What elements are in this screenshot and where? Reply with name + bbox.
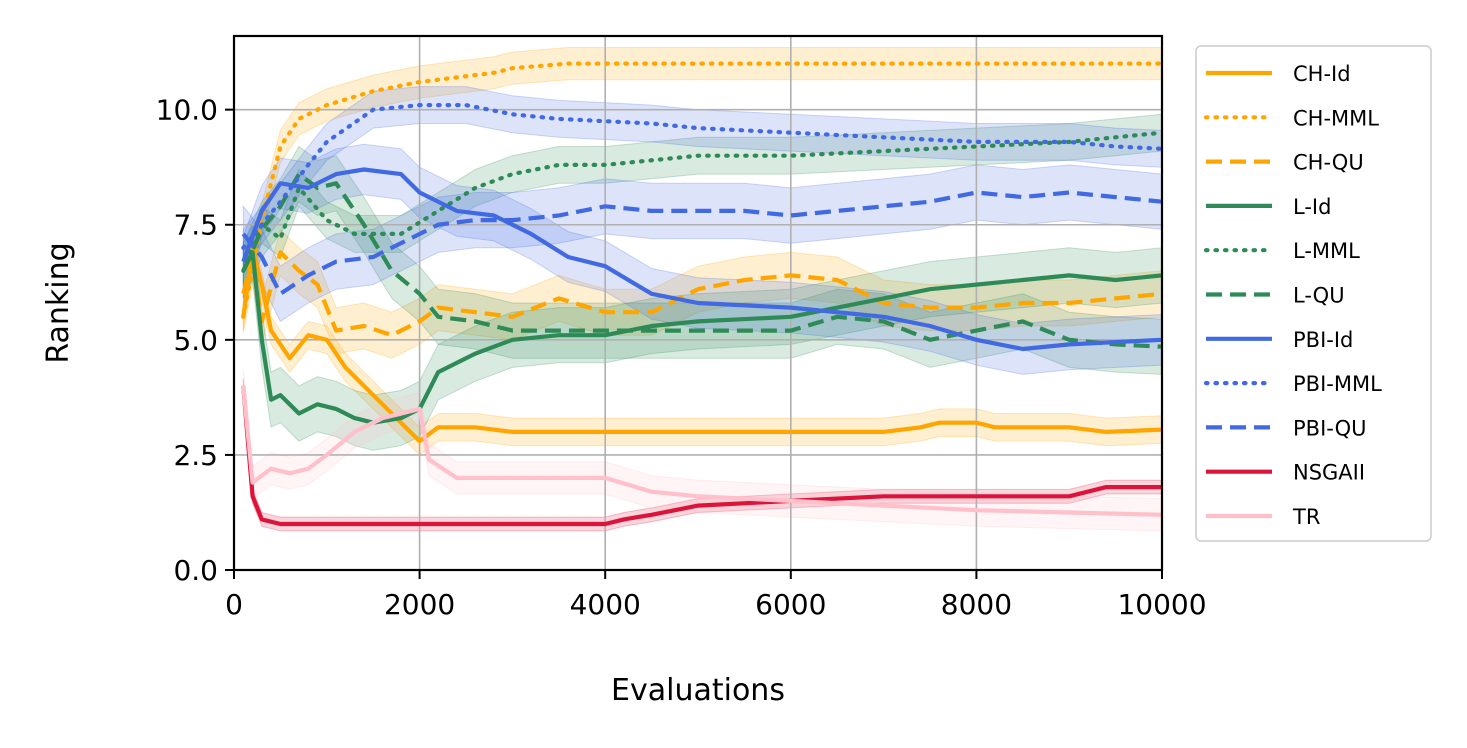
x-tick-label: 8000	[941, 588, 1012, 621]
y-tick-label: 7.5	[173, 209, 218, 242]
legend-label: L-MML	[1293, 239, 1360, 263]
series-line-tr	[241, 385, 1163, 517]
legend-label: L-QU	[1293, 284, 1345, 308]
legend-item-ch-id: CH-Id	[1206, 62, 1351, 86]
y-tick-label: 0.0	[173, 554, 218, 587]
series-line-ch-qu	[241, 250, 1163, 338]
legend-label: PBI-Id	[1293, 328, 1353, 352]
y-tick-label: 10.0	[156, 94, 218, 127]
y-tick-label: 5.0	[173, 324, 218, 357]
legend-item-pbi-mml: PBI-MML	[1203, 372, 1382, 396]
legend-label: PBI-QU	[1293, 416, 1367, 440]
series-line-ch-mml	[241, 61, 1165, 319]
legend-label: PBI-MML	[1293, 372, 1382, 396]
axis-ticks: 0 2000 4000 6000 8000 10000 0.0 2.5 5.0 7.5 10.0	[156, 94, 1207, 621]
x-tick-label: 0	[225, 588, 243, 621]
legend-item-l-mml: L-MML	[1203, 239, 1360, 263]
legend-label: L-Id	[1293, 195, 1331, 219]
series-line-pbi-mml	[241, 103, 1165, 250]
y-tick-label: 2.5	[173, 439, 218, 472]
y-axis-label: Ranking	[41, 242, 76, 363]
series-line-ch-id	[241, 245, 1163, 444]
legend-item-nsgaii: NSGAII	[1206, 461, 1365, 485]
legend-item-ch-mml: CH-MML	[1203, 106, 1379, 130]
legend-label: TR	[1292, 505, 1320, 529]
series-line-l-qu	[241, 172, 1163, 349]
legend-label: NSGAII	[1293, 461, 1365, 485]
legend-item-pbi-qu: PBI-QU	[1206, 416, 1367, 440]
legend-item-tr: TR	[1206, 505, 1320, 529]
x-tick-label: 4000	[570, 588, 641, 621]
confidence-bands	[242, 47, 1163, 532]
series-line-pbi-qu	[241, 190, 1163, 296]
legend-label: CH-Id	[1293, 62, 1351, 86]
legend-frame	[1195, 45, 1432, 542]
legend-item-ch-qu: CH-QU	[1206, 151, 1364, 175]
legend-item-l-qu: L-QU	[1206, 284, 1345, 308]
plot-frame	[232, 34, 1164, 572]
series-line-l-id	[241, 250, 1163, 425]
series-lines	[241, 61, 1165, 527]
legend-label: CH-QU	[1293, 151, 1364, 175]
series-line-nsgaii	[241, 385, 1162, 527]
x-axis-label: Evaluations	[611, 673, 785, 708]
legend-item-pbi-id: PBI-Id	[1206, 328, 1353, 352]
x-tick-label: 10000	[1117, 588, 1206, 621]
series-line-pbi-id	[241, 167, 1163, 352]
legend-label: CH-MML	[1293, 106, 1379, 130]
x-tick-label: 2000	[384, 588, 455, 621]
x-tick-label: 6000	[755, 588, 826, 621]
legend-item-l-id: L-Id	[1206, 195, 1331, 219]
legend: CH-Id CH-MML CH-QU L-Id L-MML L-QU PBI-Id PBI-M…	[1195, 45, 1432, 542]
